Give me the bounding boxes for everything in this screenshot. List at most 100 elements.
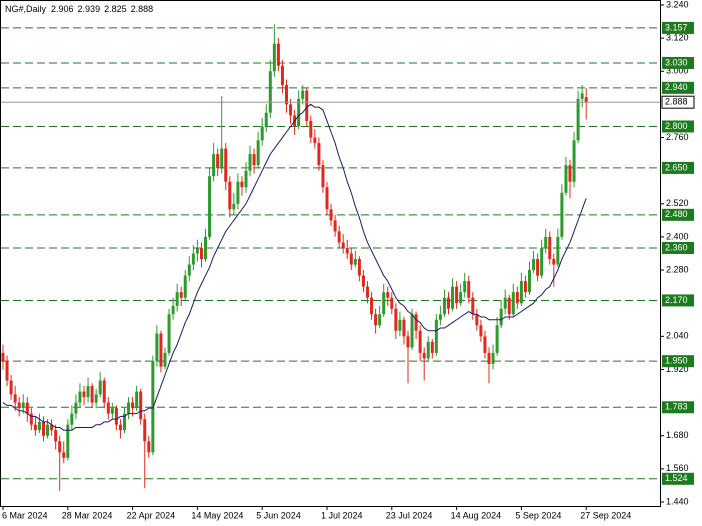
level-label: 3.157	[665, 22, 688, 32]
y-tick-label: 3.120	[666, 33, 689, 43]
candle-body	[260, 126, 264, 141]
x-tick-label: 23 Jul 2024	[386, 510, 433, 520]
candle-body	[252, 154, 256, 166]
level-label: 2.170	[665, 295, 688, 305]
candle-body	[580, 93, 584, 99]
candle-body	[475, 314, 479, 326]
y-tick-label: 1.440	[666, 496, 689, 506]
candle-body	[159, 333, 163, 367]
candle-body	[560, 192, 564, 237]
candle-body	[58, 441, 62, 453]
level-label-box	[662, 56, 694, 69]
candle-body	[1, 352, 5, 362]
candle-body	[240, 181, 244, 188]
candle-body	[131, 402, 135, 409]
x-tick-label: 14 May 2024	[191, 510, 243, 520]
candle-body	[102, 380, 106, 403]
candle-body	[135, 391, 139, 409]
candle-body	[451, 286, 455, 309]
candle-body	[127, 402, 131, 414]
candle-body	[66, 424, 70, 458]
candle-body	[155, 333, 159, 362]
candle-body	[106, 402, 110, 414]
low-value: 2.825	[104, 4, 127, 14]
candle-body	[556, 236, 560, 265]
candle-body	[463, 281, 467, 293]
candle-body	[175, 292, 179, 306]
high-value: 2.939	[78, 4, 101, 14]
candle-body	[70, 413, 74, 425]
candle-body	[171, 305, 175, 315]
y-tick-label: 1.920	[666, 364, 689, 374]
candle-body	[532, 259, 536, 271]
candle-body	[572, 140, 576, 182]
candle-body	[110, 408, 114, 414]
candle-body	[82, 391, 86, 398]
moving-average	[2, 103, 587, 431]
candle-body	[187, 264, 191, 276]
candle-body	[414, 314, 418, 331]
candle-body	[321, 165, 325, 188]
candle-body	[467, 281, 471, 298]
candle-body	[430, 341, 434, 353]
candle-body	[536, 259, 540, 276]
candle-body	[479, 325, 483, 337]
candle-body	[37, 421, 41, 431]
level-label: 3.030	[665, 57, 688, 67]
candle-body	[98, 380, 102, 395]
x-tick-label: 14 Aug 2024	[451, 510, 502, 520]
candle-body	[544, 236, 548, 248]
candle-body	[272, 43, 276, 72]
candle-body	[523, 281, 527, 293]
candle-body	[220, 148, 224, 168]
candle-body	[564, 165, 568, 193]
candle-body	[46, 424, 50, 436]
candle-body	[418, 330, 422, 353]
candle-body	[309, 120, 313, 138]
candle-body	[50, 424, 54, 431]
candle-body	[406, 336, 410, 348]
candle-body	[353, 259, 357, 265]
level-label: 2.800	[665, 121, 688, 131]
level-label: 2.940	[665, 82, 688, 92]
candle-body	[289, 104, 293, 116]
candle-body	[499, 308, 503, 326]
x-tick-label: 28 Mar 2024	[62, 510, 113, 520]
candle-body	[232, 203, 236, 210]
close-value: 2.888	[131, 4, 154, 14]
candle-body	[25, 402, 29, 414]
candle-body	[366, 286, 369, 298]
candle-body	[167, 314, 171, 353]
candle-body	[301, 90, 305, 99]
candle-body	[29, 413, 33, 425]
candle-body	[438, 314, 442, 320]
candle-body	[576, 98, 580, 141]
candle-body	[276, 43, 280, 66]
candle-body	[511, 292, 515, 315]
candle-body	[552, 259, 556, 265]
candle-body	[90, 386, 94, 403]
level-label: 1.524	[665, 473, 688, 483]
candle-body	[236, 181, 240, 204]
candle-body	[228, 181, 232, 210]
level-label-box	[662, 472, 694, 485]
candle-body	[491, 352, 495, 364]
candle-body	[394, 308, 398, 331]
candle-body	[434, 319, 438, 353]
candle-body	[361, 275, 365, 287]
candle-body	[147, 441, 151, 453]
candle-body	[349, 253, 353, 265]
candle-body	[402, 319, 406, 337]
candle-body	[268, 71, 272, 113]
x-tick-label: 22 Apr 2024	[127, 510, 176, 520]
level-label: 1.950	[665, 356, 688, 366]
candle-body	[370, 297, 374, 315]
candle-body	[78, 391, 82, 403]
x-tick-label: 1 Jul 2024	[321, 510, 363, 520]
level-label: 1.783	[665, 402, 688, 412]
candle-body	[42, 421, 45, 436]
level-label-box	[662, 294, 694, 307]
candle-body	[244, 170, 248, 188]
candle-body	[199, 247, 203, 260]
candle-body	[13, 394, 17, 403]
